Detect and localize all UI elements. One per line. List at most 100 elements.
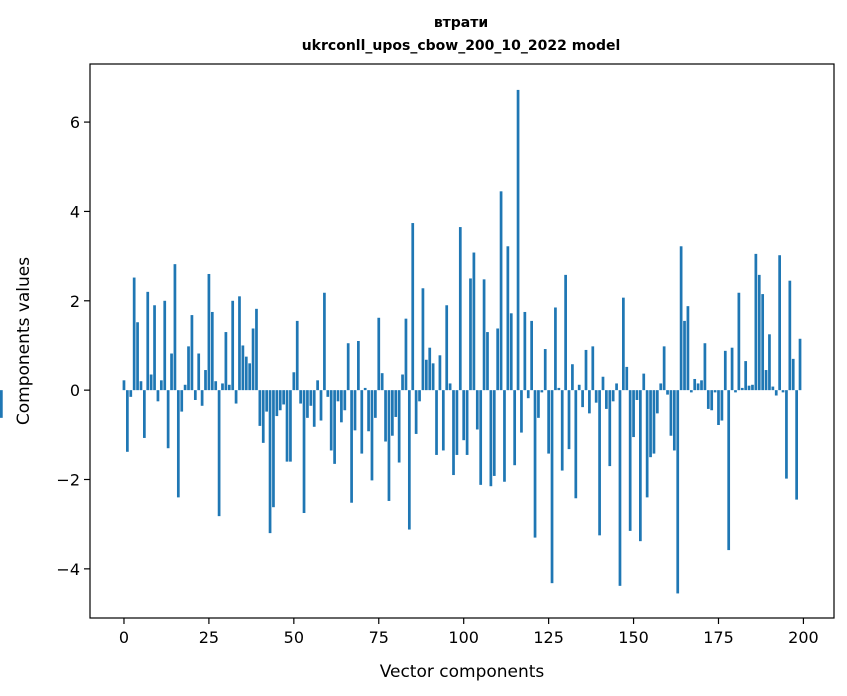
y-tick-label: 0	[70, 381, 80, 400]
bar-199	[798, 338, 802, 391]
bar-111	[499, 191, 503, 391]
bar-24	[204, 370, 207, 391]
bar-5	[139, 381, 143, 391]
bar-147	[622, 297, 625, 391]
bar-32	[231, 300, 235, 391]
bar-27	[214, 381, 218, 391]
x-tick-label: 25	[199, 628, 219, 647]
bar-110	[496, 328, 500, 391]
bar-198	[795, 390, 798, 500]
bar-84	[407, 390, 411, 530]
bar-134	[577, 384, 581, 391]
bar-94	[441, 390, 445, 451]
bar-89	[424, 359, 428, 391]
bar-38	[251, 328, 255, 391]
bar-11	[159, 380, 163, 391]
bar-129	[560, 390, 564, 471]
bar-37	[248, 363, 252, 391]
bar-82	[401, 374, 404, 391]
bar-57	[316, 380, 319, 391]
bar-117	[520, 390, 523, 433]
bar-29	[221, 383, 224, 391]
bar-105	[479, 390, 483, 485]
bar-79	[391, 390, 394, 436]
bar-177	[723, 350, 727, 391]
x-axis-label: Vector components	[380, 662, 545, 682]
bar-166	[686, 306, 690, 391]
bar-167	[689, 390, 693, 393]
y-tick-label: 4	[70, 202, 80, 221]
bar-149	[628, 390, 632, 531]
bar-61	[329, 390, 333, 451]
y-tick-label: 6	[70, 113, 80, 132]
bar-3	[132, 277, 136, 391]
bar-195	[785, 390, 788, 479]
bar-194	[781, 390, 785, 393]
bar-151	[635, 390, 639, 400]
x-tick-label: 100	[448, 628, 479, 647]
bar-51	[295, 320, 299, 391]
bar-44	[272, 390, 275, 508]
x-tick-label: 50	[284, 628, 304, 647]
bar-60	[326, 390, 330, 397]
bar-28	[217, 390, 221, 517]
bar-107	[486, 332, 489, 391]
bar-92	[435, 390, 438, 455]
bar-162	[672, 390, 676, 451]
bar-33	[234, 390, 238, 404]
bar-91	[431, 363, 435, 391]
bar-10	[156, 390, 160, 402]
bar-131	[567, 390, 571, 450]
bar-22	[197, 353, 201, 391]
plot-frame	[89, 63, 835, 619]
bar-100	[462, 390, 466, 441]
bar-21	[193, 390, 197, 400]
bar-72	[367, 390, 370, 432]
bar-172	[706, 390, 710, 409]
bar-73	[370, 390, 374, 481]
bar-14	[170, 353, 173, 391]
y-axis-label: Components values	[14, 257, 34, 425]
bar-154	[645, 390, 649, 498]
bar-196	[788, 280, 792, 391]
bar-47	[282, 390, 285, 405]
bar-126	[550, 390, 554, 584]
bar-64	[340, 390, 343, 423]
bars-group	[0, 89, 802, 594]
bar-184	[747, 385, 751, 391]
bar-54	[306, 390, 309, 418]
bar-49	[289, 390, 292, 462]
bar-4	[136, 322, 139, 391]
bar-135	[581, 390, 584, 408]
bar-59	[323, 292, 326, 391]
bar-144	[611, 390, 615, 402]
bar-53	[302, 390, 306, 514]
bar-87	[418, 390, 421, 402]
bar-188	[761, 294, 765, 391]
bar-80	[394, 390, 398, 417]
bar-55	[309, 390, 313, 406]
bar-85	[411, 223, 415, 391]
bar-12	[163, 300, 167, 391]
bar-150	[632, 390, 635, 438]
bar-185	[751, 384, 754, 391]
bar-152	[639, 390, 642, 542]
bar-161	[669, 390, 673, 436]
bar-90	[428, 347, 432, 391]
chart-subtitle: ukrconll_upos_cbow_200_10_2022 model	[302, 38, 621, 54]
bar-101	[465, 390, 469, 455]
bar-18	[183, 384, 187, 391]
bar-186	[754, 253, 758, 391]
bar-25	[207, 273, 211, 391]
bar-120	[530, 320, 533, 391]
bar-93	[438, 355, 442, 391]
bar-69	[357, 341, 360, 391]
bar-8	[149, 374, 153, 391]
bar-1	[126, 390, 129, 452]
bar-7	[146, 291, 150, 391]
bar-168	[693, 378, 697, 391]
bar-102	[469, 278, 472, 391]
bar-197	[791, 358, 795, 391]
y-tick-label: −2	[56, 471, 80, 490]
bar-158	[659, 383, 663, 391]
